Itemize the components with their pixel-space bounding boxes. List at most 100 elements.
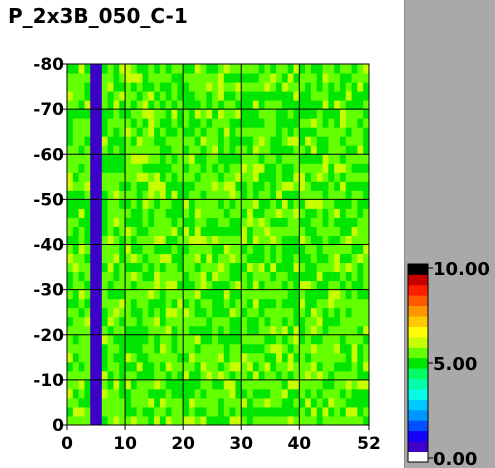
- heatmap-cell: [177, 199, 184, 209]
- heatmap-cell: [206, 316, 213, 327]
- heatmap-cell: [67, 208, 74, 218]
- heatmap-cell: [363, 415, 370, 426]
- heatmap-cell: [96, 235, 103, 245]
- heatmap-cell: [357, 253, 364, 264]
- heatmap-cell: [188, 172, 196, 182]
- heatmap-cell: [252, 154, 260, 164]
- heatmap-cell: [264, 154, 271, 164]
- heatmap-cell: [299, 397, 306, 408]
- heatmap-cell: [334, 415, 341, 426]
- heatmap-cell: [334, 217, 341, 227]
- heatmap-cell: [247, 244, 254, 255]
- heatmap-cell: [125, 415, 132, 426]
- heatmap-cell: [165, 289, 173, 300]
- heatmap-cell: [101, 109, 109, 119]
- heatmap-cell: [148, 406, 155, 417]
- heatmap-cell: [334, 91, 341, 101]
- heatmap-cell: [281, 280, 289, 291]
- heatmap-cell: [276, 172, 283, 182]
- heatmap-cell: [334, 343, 341, 354]
- heatmap-cell: [148, 100, 155, 110]
- heatmap-cell: [345, 244, 353, 255]
- heatmap-cell: [305, 307, 312, 318]
- heatmap-cell: [258, 226, 265, 236]
- heatmap-cell: [322, 388, 329, 399]
- heatmap-cell: [159, 388, 167, 399]
- heatmap-cell: [310, 388, 318, 399]
- heatmap-cell: [183, 253, 190, 264]
- heatmap-cell: [72, 406, 80, 417]
- heatmap-cell: [363, 118, 370, 128]
- heatmap-cell: [119, 316, 126, 327]
- heatmap-cell: [206, 73, 213, 83]
- heatmap-cell: [136, 73, 143, 83]
- heatmap-cell: [159, 181, 167, 191]
- heatmap-cell: [305, 145, 312, 155]
- heatmap-cell: [334, 235, 341, 245]
- heatmap-cell: [339, 145, 347, 155]
- heatmap-cell: [107, 361, 114, 372]
- heatmap-cell: [154, 325, 161, 336]
- heatmap-cell: [159, 145, 167, 155]
- heatmap-cell: [200, 316, 207, 327]
- heatmap-cell: [322, 172, 329, 182]
- heatmap-cell: [107, 154, 114, 164]
- heatmap-cell: [281, 64, 289, 74]
- heatmap-cell: [177, 163, 184, 173]
- heatmap-cell: [125, 181, 132, 191]
- heatmap-cell: [247, 82, 254, 92]
- heatmap-cell: [212, 82, 219, 92]
- heatmap-cell: [339, 325, 347, 336]
- heatmap-cell: [252, 118, 260, 128]
- heatmap-cell: [165, 226, 173, 236]
- heatmap-cell: [84, 343, 91, 354]
- heatmap-cell: [72, 244, 80, 255]
- heatmap-cell: [276, 388, 283, 399]
- heatmap-cell: [194, 118, 202, 128]
- heatmap-cell: [78, 352, 85, 363]
- heatmap-cell: [136, 100, 143, 110]
- heatmap-cell: [113, 325, 120, 336]
- heatmap-cell: [258, 64, 265, 74]
- heatmap-cell: [84, 253, 91, 264]
- heatmap-cell: [316, 298, 324, 309]
- x-tick-label: 30: [229, 434, 253, 454]
- heatmap-cell: [165, 127, 173, 137]
- heatmap-cell: [322, 82, 329, 92]
- heatmap-cell: [101, 226, 109, 236]
- heatmap-cell: [264, 190, 271, 200]
- heatmap-cell: [148, 127, 155, 137]
- heatmap-cell: [351, 91, 358, 101]
- heatmap-cell: [316, 100, 324, 110]
- heatmap-cell: [72, 316, 80, 327]
- heatmap-cell: [119, 64, 126, 74]
- heatmap-cell: [78, 82, 85, 92]
- heatmap-cell: [183, 280, 190, 291]
- heatmap-cell: [218, 289, 225, 300]
- heatmap-cell: [200, 208, 207, 218]
- heatmap-cell: [339, 163, 347, 173]
- heatmap-cell: [72, 262, 80, 273]
- heatmap-cell: [177, 352, 184, 363]
- heatmap-cell: [316, 388, 324, 399]
- heatmap-cell: [241, 127, 248, 137]
- heatmap-cell: [125, 343, 132, 354]
- heatmap-cell: [188, 325, 196, 336]
- heatmap-cell: [78, 280, 85, 291]
- heatmap-cell: [194, 397, 202, 408]
- heatmap-cell: [276, 307, 283, 318]
- heatmap-cell: [258, 163, 265, 173]
- x-tick-label: 10: [113, 434, 137, 454]
- heatmap-cell: [148, 334, 155, 345]
- heatmap-cell: [159, 190, 167, 200]
- heatmap-cell: [113, 361, 120, 372]
- heatmap-cell: [183, 91, 190, 101]
- heatmap-cell: [119, 127, 126, 137]
- heatmap-cell: [328, 100, 335, 110]
- heatmap-cell: [281, 244, 289, 255]
- heatmap-cell: [107, 280, 114, 291]
- heatmap-cell: [328, 190, 335, 200]
- heatmap-cell: [229, 370, 236, 381]
- heatmap-cell: [281, 343, 289, 354]
- heatmap-cell: [96, 388, 103, 399]
